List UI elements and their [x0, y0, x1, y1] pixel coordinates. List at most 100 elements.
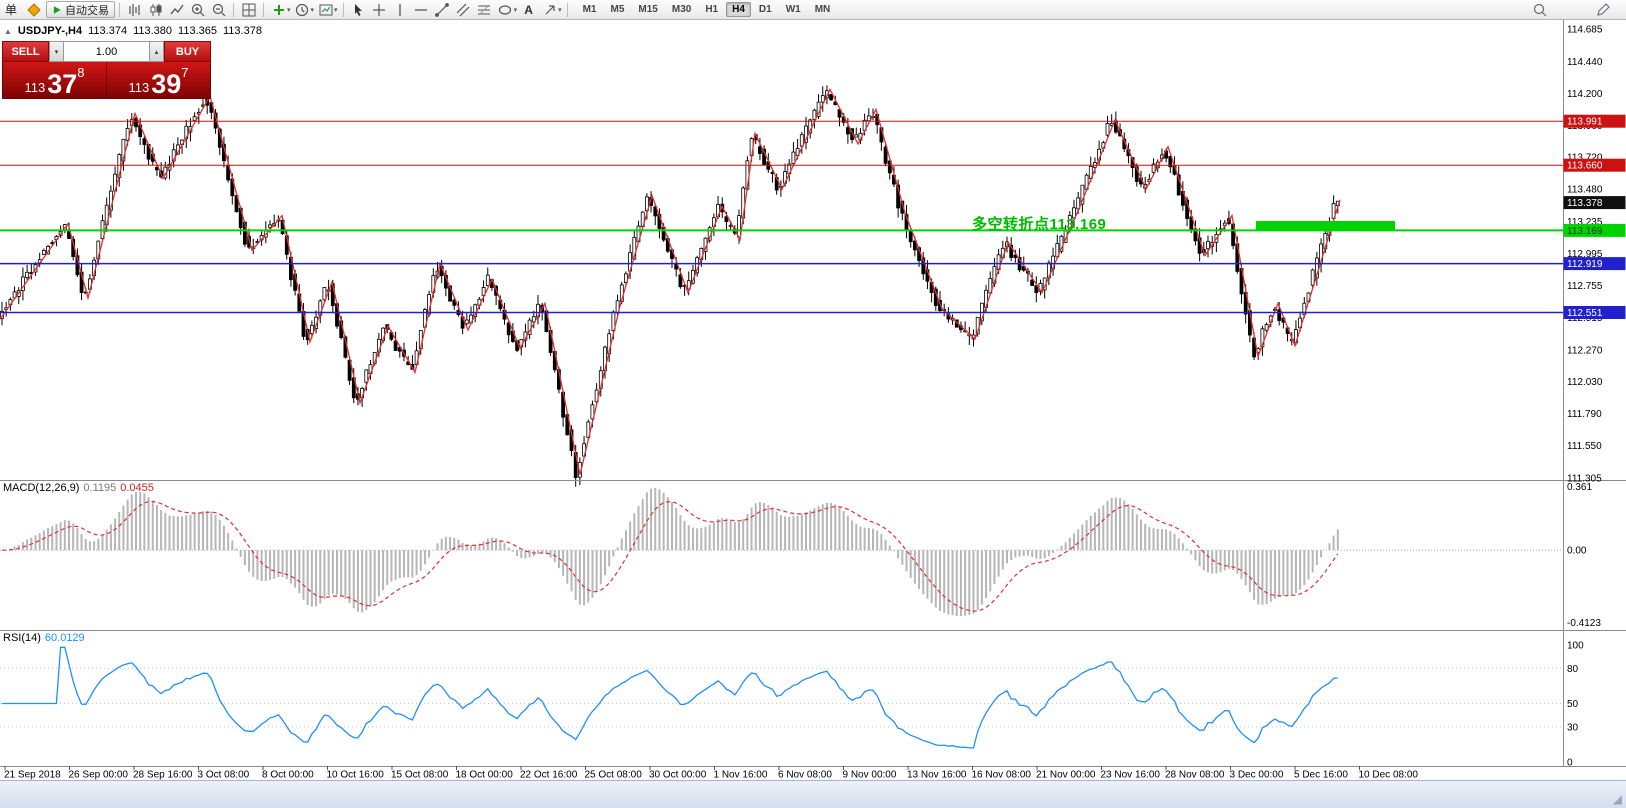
symbol-name: USDJPY-,H4: [17, 25, 83, 37]
timeframe-m5[interactable]: M5: [610, 4, 625, 15]
timeframe-m15[interactable]: M15: [638, 4, 658, 15]
candlestick-layer: [0, 85, 1340, 487]
svg-text:18 Oct 00:00: 18 Oct 00:00: [456, 770, 514, 781]
ohlc-close: 113.378: [222, 25, 262, 37]
rsi-level-lines: [0, 667, 1563, 728]
svg-text:112.919: 112.919: [1567, 259, 1603, 270]
new-order-icon[interactable]: [23, 1, 44, 18]
template-icon[interactable]: [315, 1, 336, 18]
timeframe-w1[interactable]: W1: [785, 4, 801, 15]
svg-text:5 Dec 16:00: 5 Dec 16:00: [1294, 770, 1348, 781]
ohlc-low: 113.365: [178, 25, 217, 37]
crosshair-tool-icon[interactable]: [369, 1, 390, 18]
svg-text:10 Oct 16:00: 10 Oct 16:00: [327, 770, 385, 781]
autotrading-label: 自动交易: [65, 4, 110, 17]
buy-button[interactable]: BUY: [164, 41, 211, 62]
svg-text:111.790: 111.790: [1567, 409, 1602, 420]
zoom-out-icon[interactable]: [208, 1, 229, 18]
timeframe-bar: M1 M5 M15 M30 H1 H4 D1 W1 MN: [576, 2, 838, 17]
chevron-down-icon[interactable]: ▾: [558, 6, 562, 14]
svg-text:30: 30: [1567, 722, 1579, 733]
svg-text:80: 80: [1567, 664, 1579, 675]
horizontal-line-tool-icon[interactable]: [411, 1, 432, 18]
chevron-down-icon[interactable]: ▾: [310, 6, 315, 14]
buy-price-display[interactable]: 113 39 7: [106, 62, 210, 98]
svg-text:114.200: 114.200: [1567, 89, 1603, 100]
timeframe-m1[interactable]: M1: [582, 4, 597, 15]
macd-histogram: [5, 487, 1339, 617]
macd-name: MACD(12,26,9): [3, 482, 80, 494]
svg-text:111.550: 111.550: [1567, 441, 1602, 452]
channel-tool-icon[interactable]: [453, 1, 474, 18]
svg-text:13 Nov 16:00: 13 Nov 16:00: [907, 770, 967, 781]
chevron-down-icon[interactable]: ▾: [334, 6, 338, 14]
candlestick-chart-icon[interactable]: [145, 1, 166, 18]
text-tool-icon[interactable]: A: [524, 2, 533, 17]
vertical-line-tool-icon[interactable]: [390, 1, 411, 18]
line-chart-icon[interactable]: [166, 1, 187, 18]
horizontal-levels[interactable]: [0, 120, 1563, 314]
chevron-down-icon[interactable]: ▾: [287, 6, 291, 14]
menu-label[interactable]: 单: [5, 3, 18, 17]
svg-text:113.235: 113.235: [1567, 217, 1603, 228]
toolbar: 单 自动交易: [0, 0, 1626, 20]
svg-text:113.991: 113.991: [1567, 117, 1603, 128]
svg-text:112.030: 112.030: [1567, 377, 1603, 388]
pencil-icon[interactable]: [1592, 1, 1613, 18]
price-tags: 113.991 113.660 113.378 113.169 112.919 112.5…: [1563, 114, 1626, 319]
shapes-tool-icon[interactable]: [495, 1, 516, 18]
svg-text:112.755: 112.755: [1567, 281, 1603, 292]
zigzag-line[interactable]: [0, 87, 1341, 475]
trendline-tool-icon[interactable]: [432, 1, 453, 18]
svg-text:112.551: 112.551: [1567, 308, 1603, 319]
ohlc-open: 113.374: [88, 25, 128, 37]
svg-text:16 Nov 08:00: 16 Nov 08:00: [972, 770, 1032, 781]
volume-increment-button[interactable]: ▴: [149, 41, 164, 62]
cursor-tool-icon[interactable]: [348, 1, 369, 18]
bar-chart-icon[interactable]: [124, 1, 145, 18]
sell-price-main: 37: [47, 68, 78, 99]
autotrading-button[interactable]: 自动交易: [46, 1, 116, 18]
search-icon[interactable]: [1529, 1, 1550, 18]
svg-text:30 Oct 00:00: 30 Oct 00:00: [649, 770, 707, 781]
collapse-marker-icon[interactable]: ▲: [4, 26, 12, 36]
fibonacci-tool-icon[interactable]: [474, 1, 495, 18]
volume-decrement-button[interactable]: ▾: [49, 41, 64, 62]
svg-text:113.480: 113.480: [1567, 185, 1603, 196]
period-clock-icon[interactable]: [292, 1, 313, 18]
svg-text:28 Sep 16:00: 28 Sep 16:00: [133, 770, 193, 781]
tile-windows-icon[interactable]: [238, 1, 259, 18]
status-bar: ◢: [0, 780, 1626, 808]
svg-text:112.995: 112.995: [1567, 249, 1603, 260]
timeframe-d1[interactable]: D1: [758, 4, 772, 15]
zoom-in-icon[interactable]: [187, 1, 208, 18]
price-axis-ticks: 114.685114.440114.200113.960113.720113.4…: [1567, 25, 1603, 485]
timeframe-mn[interactable]: MN: [814, 4, 831, 15]
svg-text:113.720: 113.720: [1567, 153, 1603, 164]
one-click-trading-panel: SELL ▾ ▴ BUY 113 37 8 113 39 7: [2, 41, 211, 99]
svg-text:111.305: 111.305: [1567, 474, 1602, 485]
arrow-tool-icon[interactable]: [539, 1, 560, 18]
svg-text:0.00: 0.00: [1567, 546, 1587, 557]
timeframe-h1[interactable]: H1: [705, 4, 719, 15]
sell-price-display[interactable]: 113 37 8: [3, 62, 106, 98]
volume-input[interactable]: [64, 41, 149, 62]
highlight-bar[interactable]: [1256, 221, 1395, 230]
svg-text:6 Nov 08:00: 6 Nov 08:00: [778, 770, 832, 781]
svg-text:3 Dec 00:00: 3 Dec 00:00: [1230, 770, 1284, 781]
resize-grip-icon[interactable]: ◢: [1612, 792, 1622, 806]
add-indicator-icon[interactable]: [268, 1, 289, 18]
time-axis-labels: 21 Sep 2018 26 Sep 00:00 28 Sep 16:00 3 Oct…: [4, 766, 1418, 781]
svg-text:100: 100: [1567, 641, 1584, 652]
sell-button[interactable]: SELL: [2, 41, 49, 62]
chevron-down-icon[interactable]: ▾: [513, 6, 518, 14]
buy-price-main: 39: [151, 68, 182, 99]
rsi-name: RSI(14): [3, 632, 41, 644]
rsi-value: 60.0129: [44, 632, 85, 644]
timeframe-h4[interactable]: H4: [726, 2, 751, 17]
timeframe-m30[interactable]: M30: [671, 4, 692, 15]
svg-text:10 Dec 08:00: 10 Dec 08:00: [1359, 770, 1419, 781]
toolbar-separator: [342, 2, 344, 17]
toolbar-separator: [566, 2, 568, 17]
